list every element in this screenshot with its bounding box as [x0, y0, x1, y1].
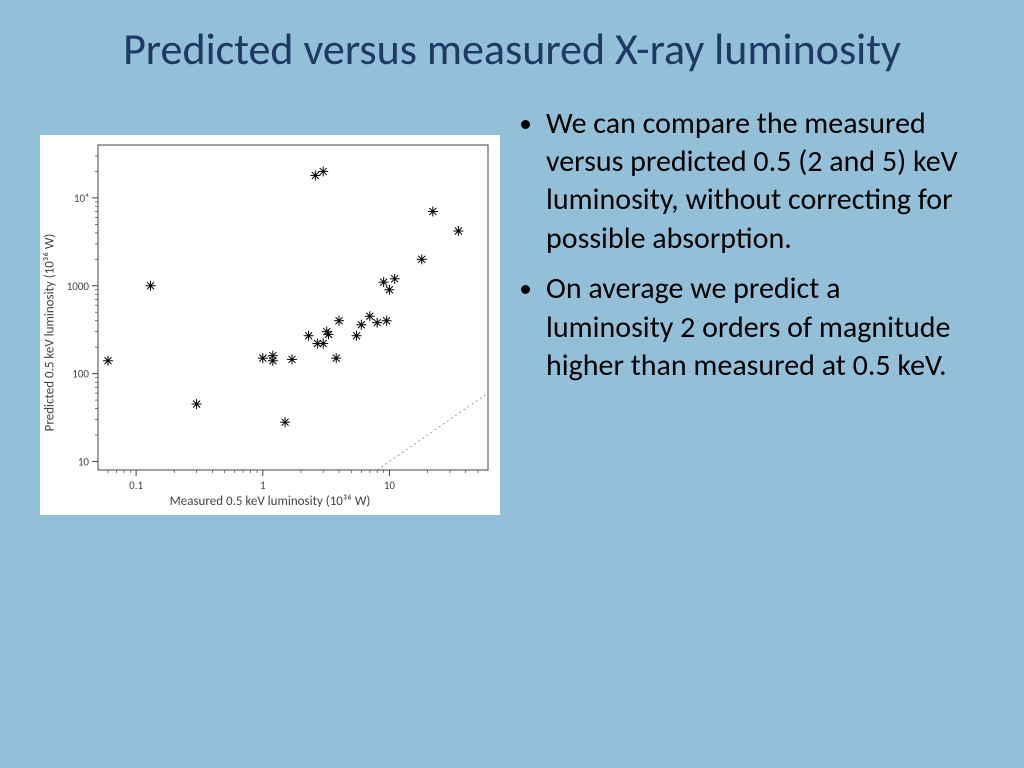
svg-text:10⁴: 10⁴ [74, 191, 89, 204]
scatter-chart: Predicted 0.5 keV luminosity (10³⁶ W) Me… [40, 135, 500, 515]
bullet-item: We can compare the measured versus predi… [546, 105, 964, 259]
svg-text:10: 10 [384, 479, 396, 492]
svg-text:1: 1 [260, 479, 266, 492]
svg-text:10: 10 [78, 455, 90, 468]
svg-text:100: 100 [72, 367, 89, 380]
bullet-list: We can compare the measured versus predi… [520, 105, 984, 515]
y-axis-label: Predicted 0.5 keV luminosity (10³⁶ W) [43, 233, 58, 431]
slide-title: Predicted versus measured X-ray luminosi… [0, 0, 1024, 75]
svg-text:1000: 1000 [67, 279, 90, 292]
x-axis-label: Measured 0.5 keV luminosity (10³⁶ W) [170, 494, 371, 509]
bullet-item: On average we predict a luminosity 2 ord… [546, 270, 964, 385]
content-row: Predicted 0.5 keV luminosity (10³⁶ W) Me… [0, 75, 1024, 515]
chart-svg: 0.1 1 10 10 100 1000 10⁴ [40, 135, 500, 515]
svg-text:0.1: 0.1 [129, 479, 143, 492]
